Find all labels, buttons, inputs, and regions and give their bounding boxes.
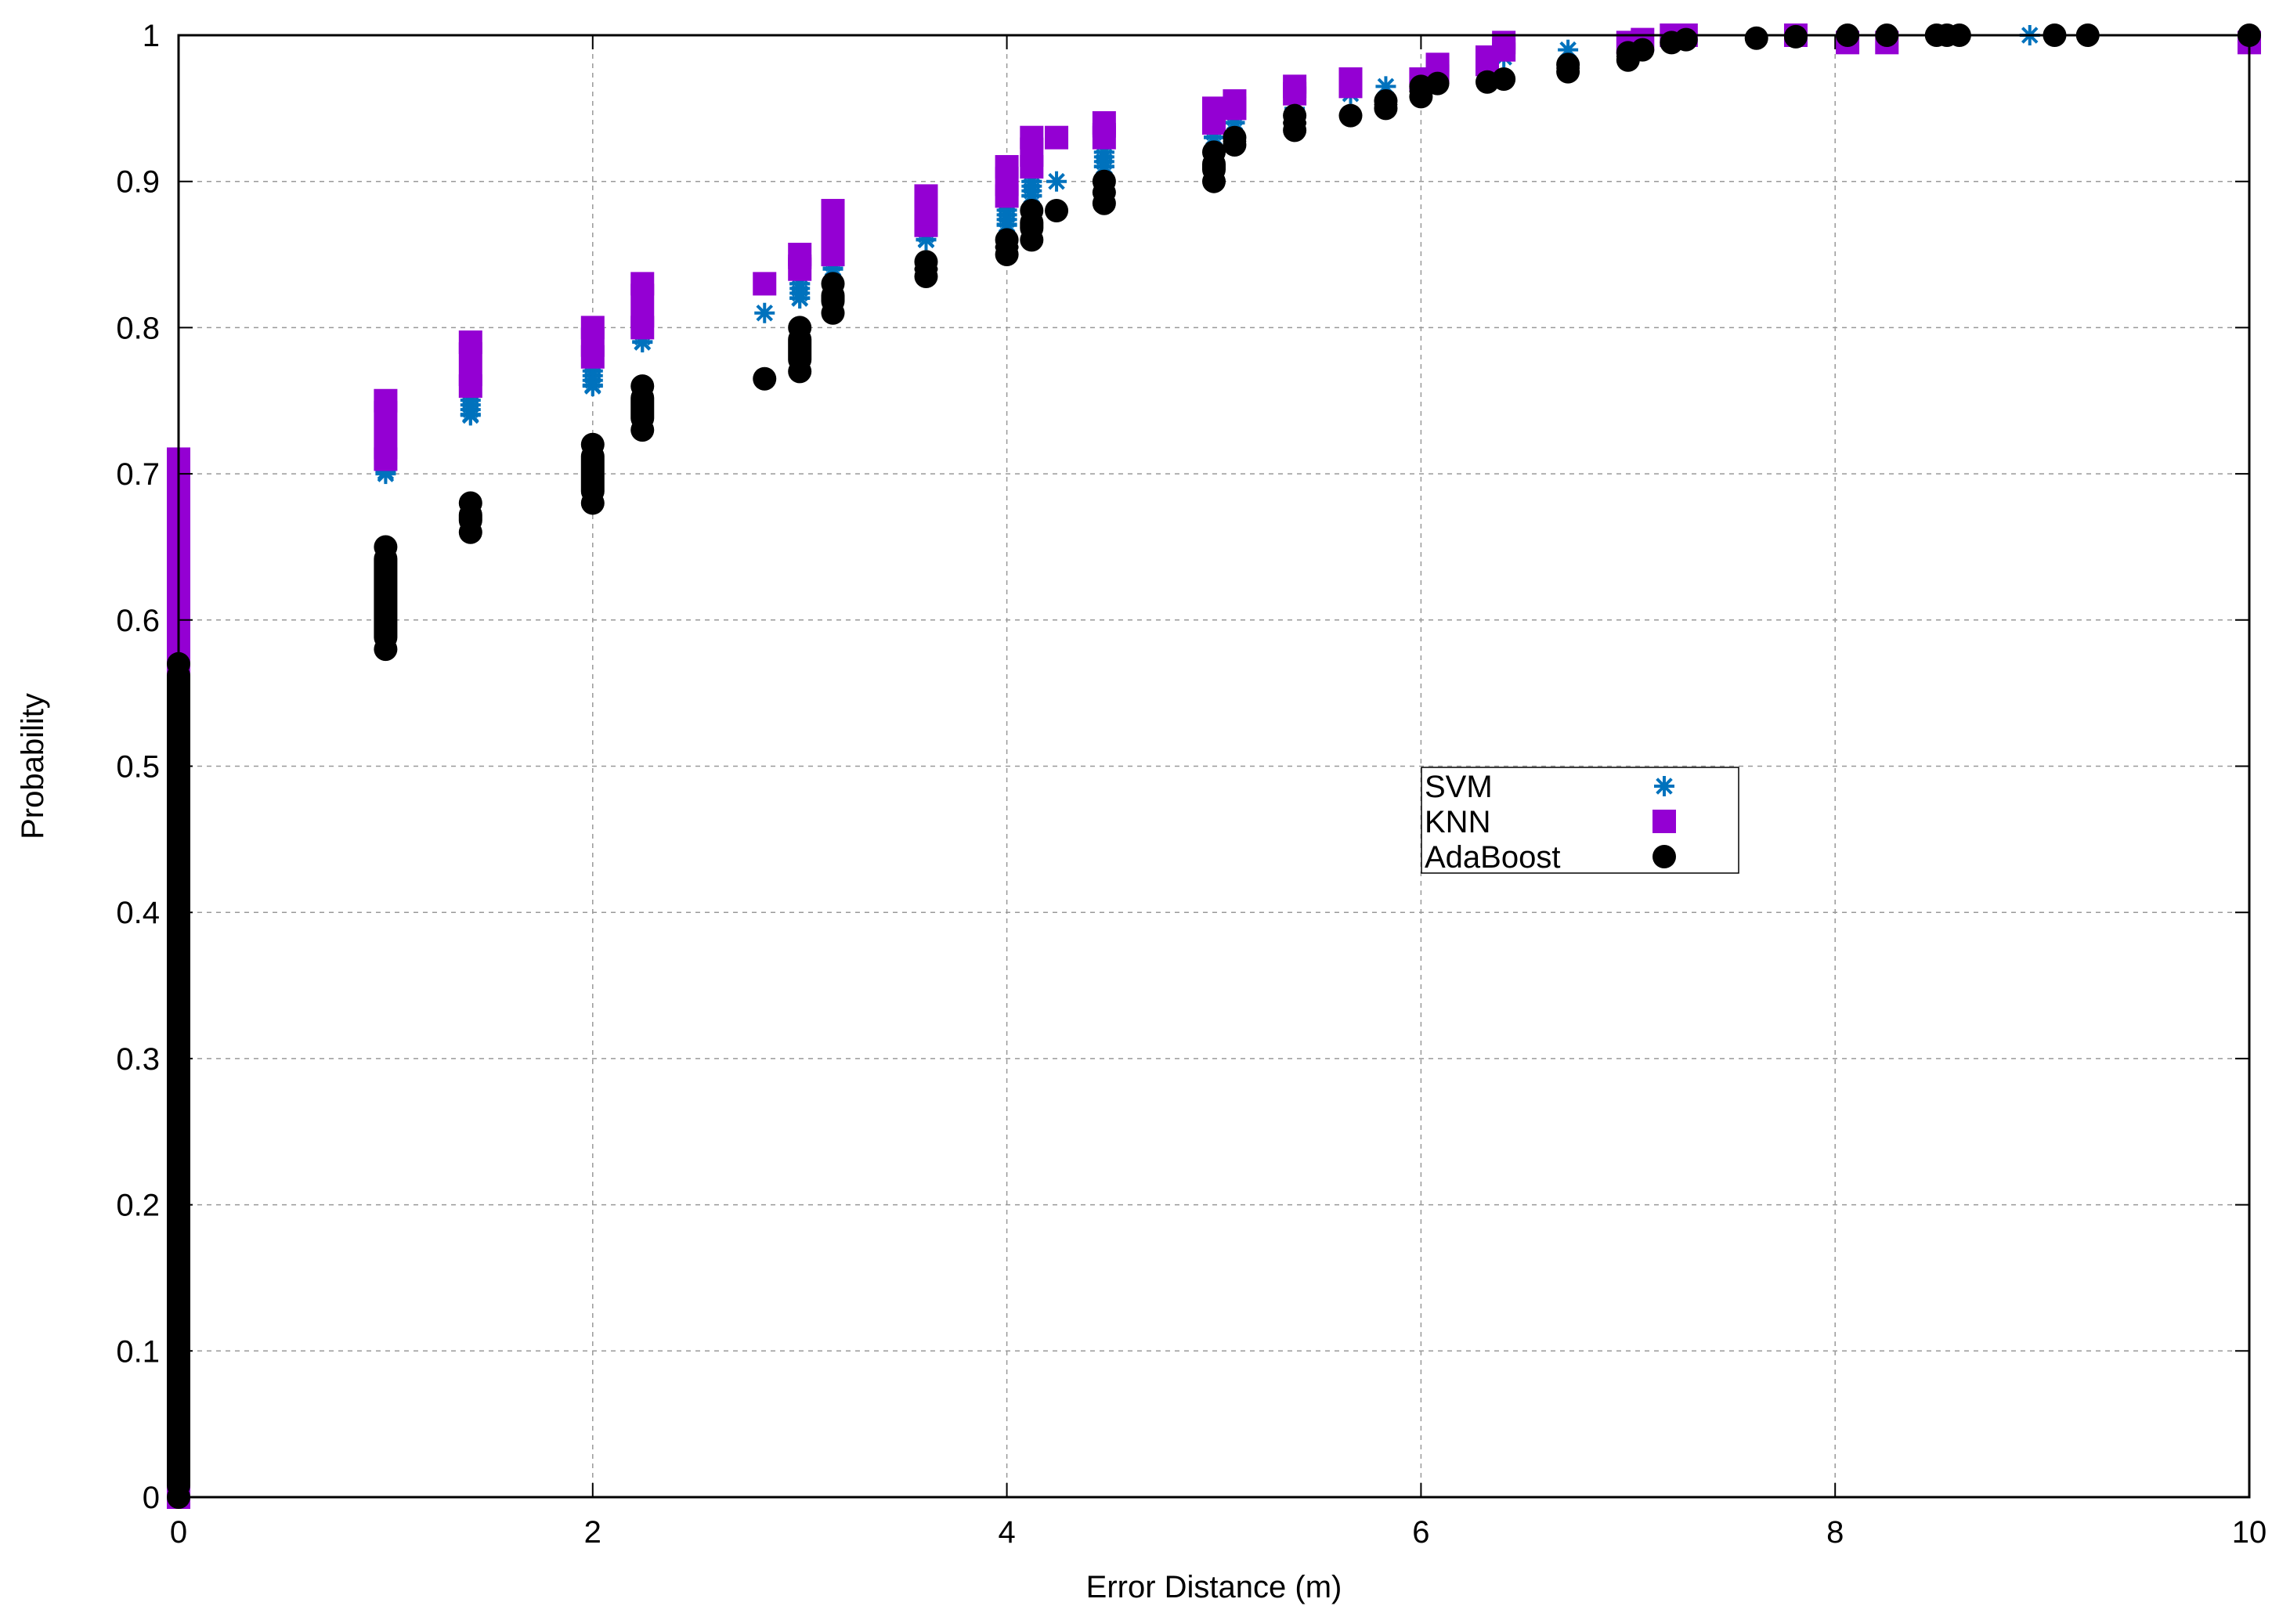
data-point-adaboost: [788, 316, 812, 340]
data-point-knn: [914, 184, 938, 208]
data-point-knn: [630, 272, 655, 296]
legend-marker-shape: [1652, 845, 1676, 868]
data-point-adaboost: [580, 432, 605, 457]
data-point-adaboost: [1202, 140, 1226, 164]
y-tick-label: 0.1: [116, 1334, 160, 1369]
x-tick-label: 10: [2232, 1515, 2267, 1550]
legend-label-knn: KNN: [1425, 805, 1490, 839]
data-point-knn: [374, 388, 398, 413]
x-tick-label: 8: [1826, 1515, 1844, 1550]
data-point-adaboost: [374, 535, 398, 559]
data-point-knn: [1223, 89, 1247, 114]
y-tick-label: 0.7: [116, 457, 160, 492]
data-point-adaboost: [1674, 27, 1698, 52]
legend-marker-adaboost: [1652, 845, 1676, 868]
data-point-knn: [1020, 125, 1044, 150]
data-point-adaboost: [821, 272, 845, 296]
axis-ticks: 0 2 4 6 8 10 0 0.1 0.2 0.3 0.4 0.5 0.6 0.7 0.8 0.9 1: [116, 19, 2267, 1550]
x-tick-label: 4: [998, 1515, 1015, 1550]
data-point-adaboost: [1338, 103, 1363, 128]
data-point-knn: [1338, 67, 1363, 92]
data-point-knn: [753, 272, 777, 296]
data-point-adaboost: [914, 250, 938, 274]
data-point-knn: [1092, 111, 1116, 135]
data-point-adaboost: [1556, 52, 1580, 77]
legend-marker-shape: [1654, 776, 1674, 796]
data-point-adaboost: [1020, 199, 1044, 223]
data-point-adaboost: [1223, 125, 1247, 150]
data-point-stack-svm: [460, 404, 481, 425]
legend-label-adaboost: AdaBoost: [1425, 840, 1560, 875]
data-point-adaboost: [1374, 89, 1398, 114]
data-point-knn: [995, 155, 1019, 179]
data-point-stack-svm: [582, 374, 603, 395]
data-point-stack-adaboost: [374, 547, 398, 650]
data-point-adaboost: [753, 366, 777, 391]
data-point-adaboost: [995, 228, 1019, 252]
data-point-stack-adaboost: [580, 444, 605, 503]
y-axis-label: Probability: [16, 693, 50, 839]
y-tick-label: 0.6: [116, 604, 160, 638]
legend-marker-knn: [1652, 810, 1676, 833]
data-point-adaboost: [630, 374, 655, 399]
data-point-knn: [821, 199, 845, 223]
legend-marker-svm: [1654, 776, 1674, 796]
data-point-adaboost: [1631, 38, 1655, 62]
legend-label-svm: SVM: [1425, 770, 1493, 804]
data-point-svm: [1046, 171, 1067, 192]
y-tick-label: 0.2: [116, 1189, 160, 1223]
data-point-adaboost: [1092, 169, 1116, 193]
legend: SVM KNN AdaBoost: [1421, 767, 1739, 875]
y-tick-label: 0.3: [116, 1042, 160, 1077]
data-point-stack-adaboost: [788, 327, 812, 372]
y-tick-label: 0: [143, 1481, 160, 1515]
data-point-adaboost: [1045, 199, 1069, 223]
data-point-adaboost: [1744, 26, 1768, 50]
data-point-knn: [580, 316, 605, 340]
legend-marker-shape: [1652, 810, 1676, 833]
legend-box: [1421, 767, 1739, 874]
x-tick-label: 6: [1412, 1515, 1429, 1550]
y-tick-label: 0.8: [116, 311, 160, 345]
data-point-knn: [1045, 125, 1069, 150]
data-point-adaboost: [1283, 103, 1307, 128]
y-tick-label: 1: [143, 19, 160, 53]
data-point-adaboost: [1783, 24, 1808, 49]
y-tick-label: 0.5: [116, 750, 160, 785]
x-tick-label: 2: [584, 1515, 601, 1550]
x-axis-label: Error Distance (m): [1086, 1570, 1342, 1604]
data-point-knn: [1202, 96, 1226, 121]
data-point-knn: [1283, 74, 1307, 99]
data-point-svm: [754, 302, 775, 323]
x-tick-label: 0: [170, 1515, 187, 1550]
data-point-adaboost: [1425, 71, 1450, 96]
data-point-stack-adaboost: [630, 386, 655, 431]
data-point-adaboost: [1492, 67, 1516, 92]
data-point-adaboost: [458, 491, 482, 515]
data-point-knn: [788, 243, 812, 267]
data-point-knn: [458, 330, 482, 355]
y-tick-label: 0.9: [116, 165, 160, 200]
y-tick-label: 0.4: [116, 896, 160, 930]
